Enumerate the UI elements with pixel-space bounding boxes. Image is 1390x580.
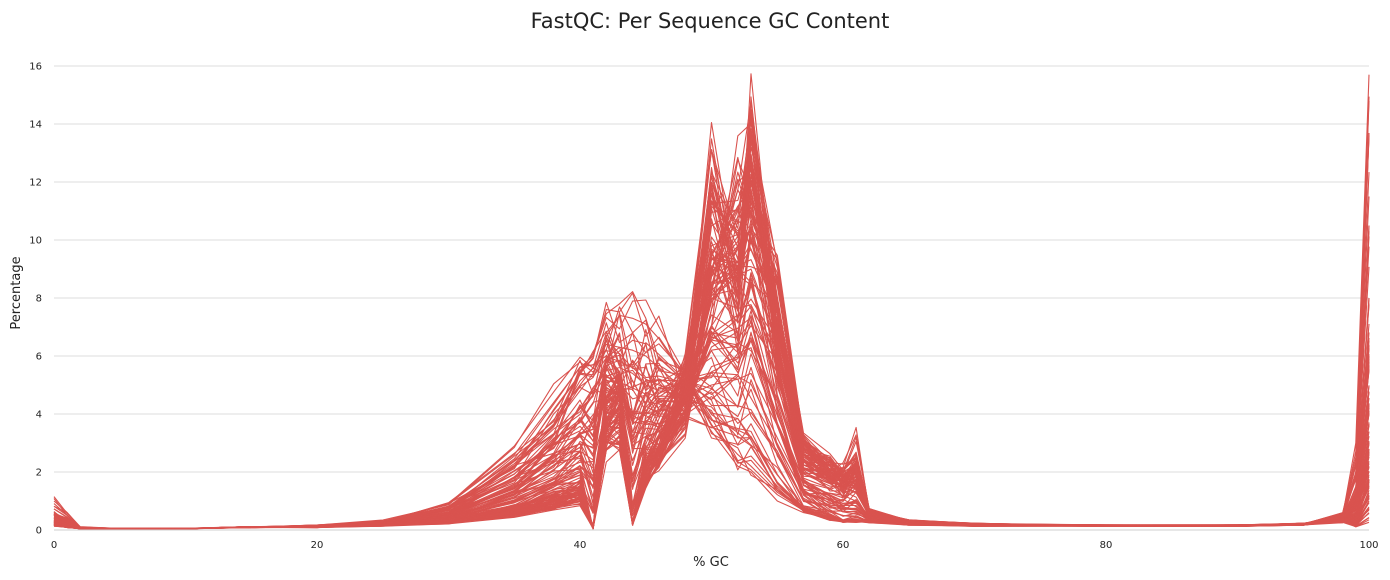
y-tick-label: 16 — [29, 62, 42, 73]
series-line-83 — [53, 274, 1370, 530]
series-line-37 — [53, 265, 1370, 530]
y-tick-label: 4 — [36, 410, 42, 421]
y-axis-ticks: 0 2 4 6 8 10 12 14 16 — [29, 62, 42, 537]
series-line-12 — [53, 265, 1370, 530]
series-line-33 — [53, 357, 1370, 530]
series-line-82 — [53, 236, 1370, 530]
y-tick-label: 2 — [36, 468, 42, 479]
x-axis-label: % GC — [693, 555, 729, 570]
series-line-89 — [53, 180, 1370, 530]
series-line-38 — [53, 331, 1370, 530]
x-tick-label: 40 — [574, 540, 587, 551]
series-line-112 — [53, 353, 1370, 530]
x-tick-label: 80 — [1100, 540, 1113, 551]
series-lines — [53, 73, 1370, 530]
x-axis-ticks: 0 20 40 60 80 100 — [51, 540, 1379, 551]
y-tick-label: 12 — [29, 178, 42, 189]
y-tick-label: 0 — [36, 526, 42, 537]
series-line-107 — [53, 96, 1370, 530]
series-line-118 — [53, 312, 1370, 529]
y-tick-label: 8 — [36, 294, 42, 305]
series-line-67 — [53, 340, 1370, 530]
series-line-39 — [53, 180, 1370, 530]
series-line-101 — [53, 96, 1370, 530]
series-line-90 — [53, 357, 1370, 530]
series-line-119 — [53, 191, 1370, 530]
x-tick-label: 100 — [1359, 540, 1378, 551]
series-line-61 — [53, 339, 1370, 530]
y-tick-label: 14 — [29, 120, 42, 131]
chart-title: FastQC: Per Sequence GC Content — [531, 9, 890, 33]
x-tick-label: 0 — [51, 540, 57, 551]
y-tick-label: 10 — [29, 236, 42, 247]
x-tick-label: 60 — [837, 540, 850, 551]
series-line-48 — [53, 178, 1370, 530]
series-line-68 — [53, 189, 1370, 530]
y-tick-label: 6 — [36, 352, 42, 363]
y-axis-label: Percentage — [9, 256, 24, 329]
x-tick-label: 20 — [311, 540, 324, 551]
series-line-60 — [53, 356, 1370, 530]
